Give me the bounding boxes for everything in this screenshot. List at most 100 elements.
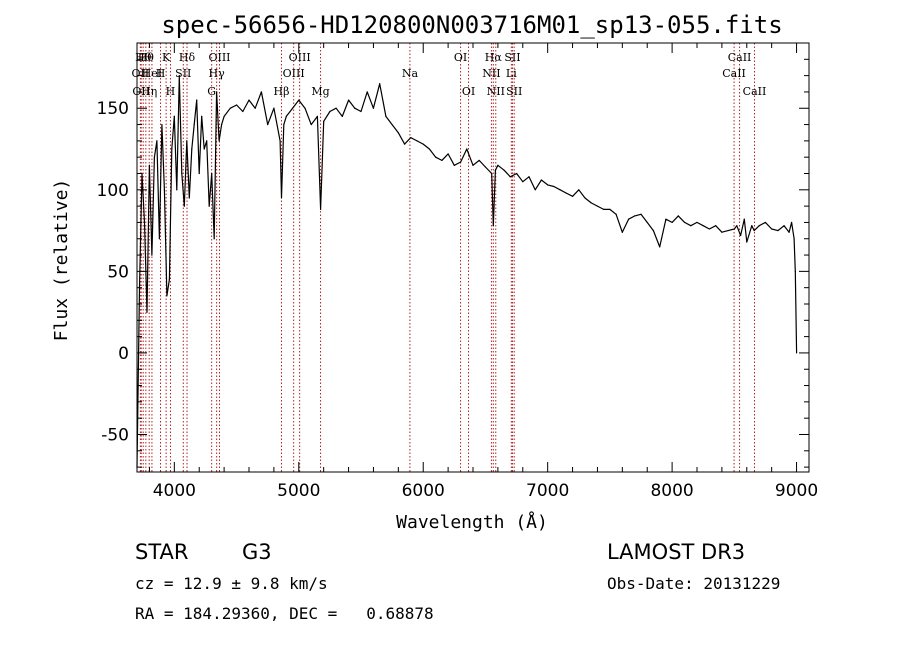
x-tick-label-1: 5000 (277, 481, 320, 501)
spectrum-point-126 (746, 241, 748, 243)
spectrum-point-116 (696, 221, 698, 224)
spectrum-point-61 (366, 91, 368, 93)
spectrum-point-98 (584, 197, 586, 199)
spectrum-point-18 (181, 172, 183, 175)
spectral-line-labels: OIIOIIHθHθHηHeIHKHSIIHδGHγOIIIHβOIIIOIII… (132, 51, 767, 98)
spectrum-point-118 (708, 228, 711, 230)
spectrum-point-53 (319, 208, 322, 210)
spectrum-point-6 (151, 254, 153, 256)
spectrum-point-56 (335, 107, 337, 109)
spectrum-point-76 (459, 161, 462, 163)
spectrum-point-74 (447, 153, 449, 155)
spectrum-point-68 (410, 137, 412, 139)
coordinates: RA = 184.29360, DEC = 0.68878 (135, 604, 434, 623)
spectrum-point-31 (213, 238, 215, 240)
x-tick-label-5: 9000 (775, 481, 818, 501)
line-label-27: CaII (722, 67, 746, 80)
spectrum-point-30 (211, 172, 213, 175)
spectrum-point-49 (298, 99, 300, 101)
spectrum-point-36 (229, 107, 231, 109)
spectrum-point-130 (764, 221, 767, 224)
x-tick-label-3: 7000 (526, 481, 569, 501)
spectrum-point-108 (646, 221, 648, 224)
x-axis-label: Wavelength (Å) (396, 511, 548, 533)
plot-frame (136, 42, 810, 473)
spectrum-point-95 (565, 192, 567, 194)
spectrum-point-100 (596, 205, 599, 207)
spectral-line-markers (139, 43, 755, 472)
spectrum-point-13 (168, 278, 170, 281)
spectrum-point-106 (634, 215, 636, 217)
x-tick-label-4: 8000 (650, 481, 693, 501)
spectrum-point-131 (771, 228, 773, 230)
line-label-21: NII (482, 67, 500, 80)
line-label-6: H (156, 67, 166, 80)
x-axis-ticks: 4000 5000 6000 7000 8000 9000 (148, 43, 818, 501)
line-label-12: Hγ (209, 67, 226, 80)
spectrum-point-7 (153, 156, 156, 158)
spectrum-point-4 (146, 311, 148, 313)
spectrum-point-122 (733, 228, 735, 230)
spectrum-point-3 (143, 221, 146, 224)
spectrum-point-90 (534, 189, 536, 191)
spectrum-point-109 (652, 229, 655, 232)
spectrum-point-110 (659, 246, 661, 248)
spectrum-point-23 (193, 123, 195, 126)
line-label-22: Hα (485, 51, 503, 64)
spectrum-point-137 (794, 270, 796, 272)
spectrum-point-22 (191, 148, 193, 150)
spectrum-point-51 (310, 123, 312, 126)
line-label-4: Hη (141, 85, 157, 98)
spectrum-point-54 (323, 120, 325, 122)
spectrum-point-9 (158, 238, 160, 240)
spectrum-point-82 (492, 225, 494, 227)
y-tick-label-1: 0 (118, 344, 129, 364)
spectrum-point-47 (285, 115, 287, 118)
spectrum-point-97 (578, 189, 580, 191)
spectrum-point-42 (267, 123, 269, 126)
line-label-23: NII (487, 85, 505, 98)
spectrum-point-55 (329, 110, 331, 113)
line-label-13: OIII (208, 51, 230, 64)
spectrum-point-11 (163, 189, 165, 191)
spectrum-point-114 (683, 221, 686, 224)
spectrum-point-63 (379, 83, 381, 85)
line-label-3: Hθ (138, 51, 155, 64)
spectrum-point-119 (715, 225, 717, 227)
line-label-2: Hθ (135, 51, 152, 64)
line-label-26: SII (506, 85, 522, 98)
line-label-0: OII (132, 67, 150, 80)
spectrum-point-50 (304, 107, 306, 109)
spectrum-point-111 (665, 218, 667, 220)
spectrum-point-124 (739, 234, 742, 237)
spectrum-point-17 (178, 75, 180, 77)
line-label-29: CaII (743, 85, 767, 98)
y-tick-label-4: 150 (97, 99, 129, 119)
spectrum-point-41 (260, 91, 263, 93)
spectrum-point-112 (671, 221, 673, 224)
line-label-28: CaII (728, 51, 752, 64)
spectrum-point-96 (571, 195, 574, 197)
spectrum-point-125 (743, 218, 745, 220)
object-subclass: G3 (242, 540, 272, 564)
line-label-24: Li (506, 67, 517, 80)
spectrum-point-77 (466, 148, 468, 150)
spectrum-point-52 (316, 115, 319, 118)
spectrum-point-69 (416, 140, 418, 142)
spectrum-point-28 (206, 140, 208, 142)
line-label-8: H (166, 85, 176, 98)
line-label-5: HeI (142, 67, 162, 80)
spectrum-point-43 (273, 107, 275, 109)
survey-name: LAMOST DR3 (607, 540, 745, 564)
y-axis-ticks: -50 0 50 100 150 (97, 42, 809, 468)
spectrum-point-12 (166, 295, 168, 297)
line-label-20: OI (462, 85, 475, 98)
spectrum-point-45 (280, 197, 283, 199)
spectrum-point-103 (615, 213, 617, 215)
y-tick-label-3: 100 (97, 181, 129, 201)
spectrum-series (136, 74, 798, 468)
spectrum-point-75 (453, 164, 455, 166)
spectrum-point-92 (547, 184, 549, 186)
spectrum-point-72 (435, 156, 437, 158)
